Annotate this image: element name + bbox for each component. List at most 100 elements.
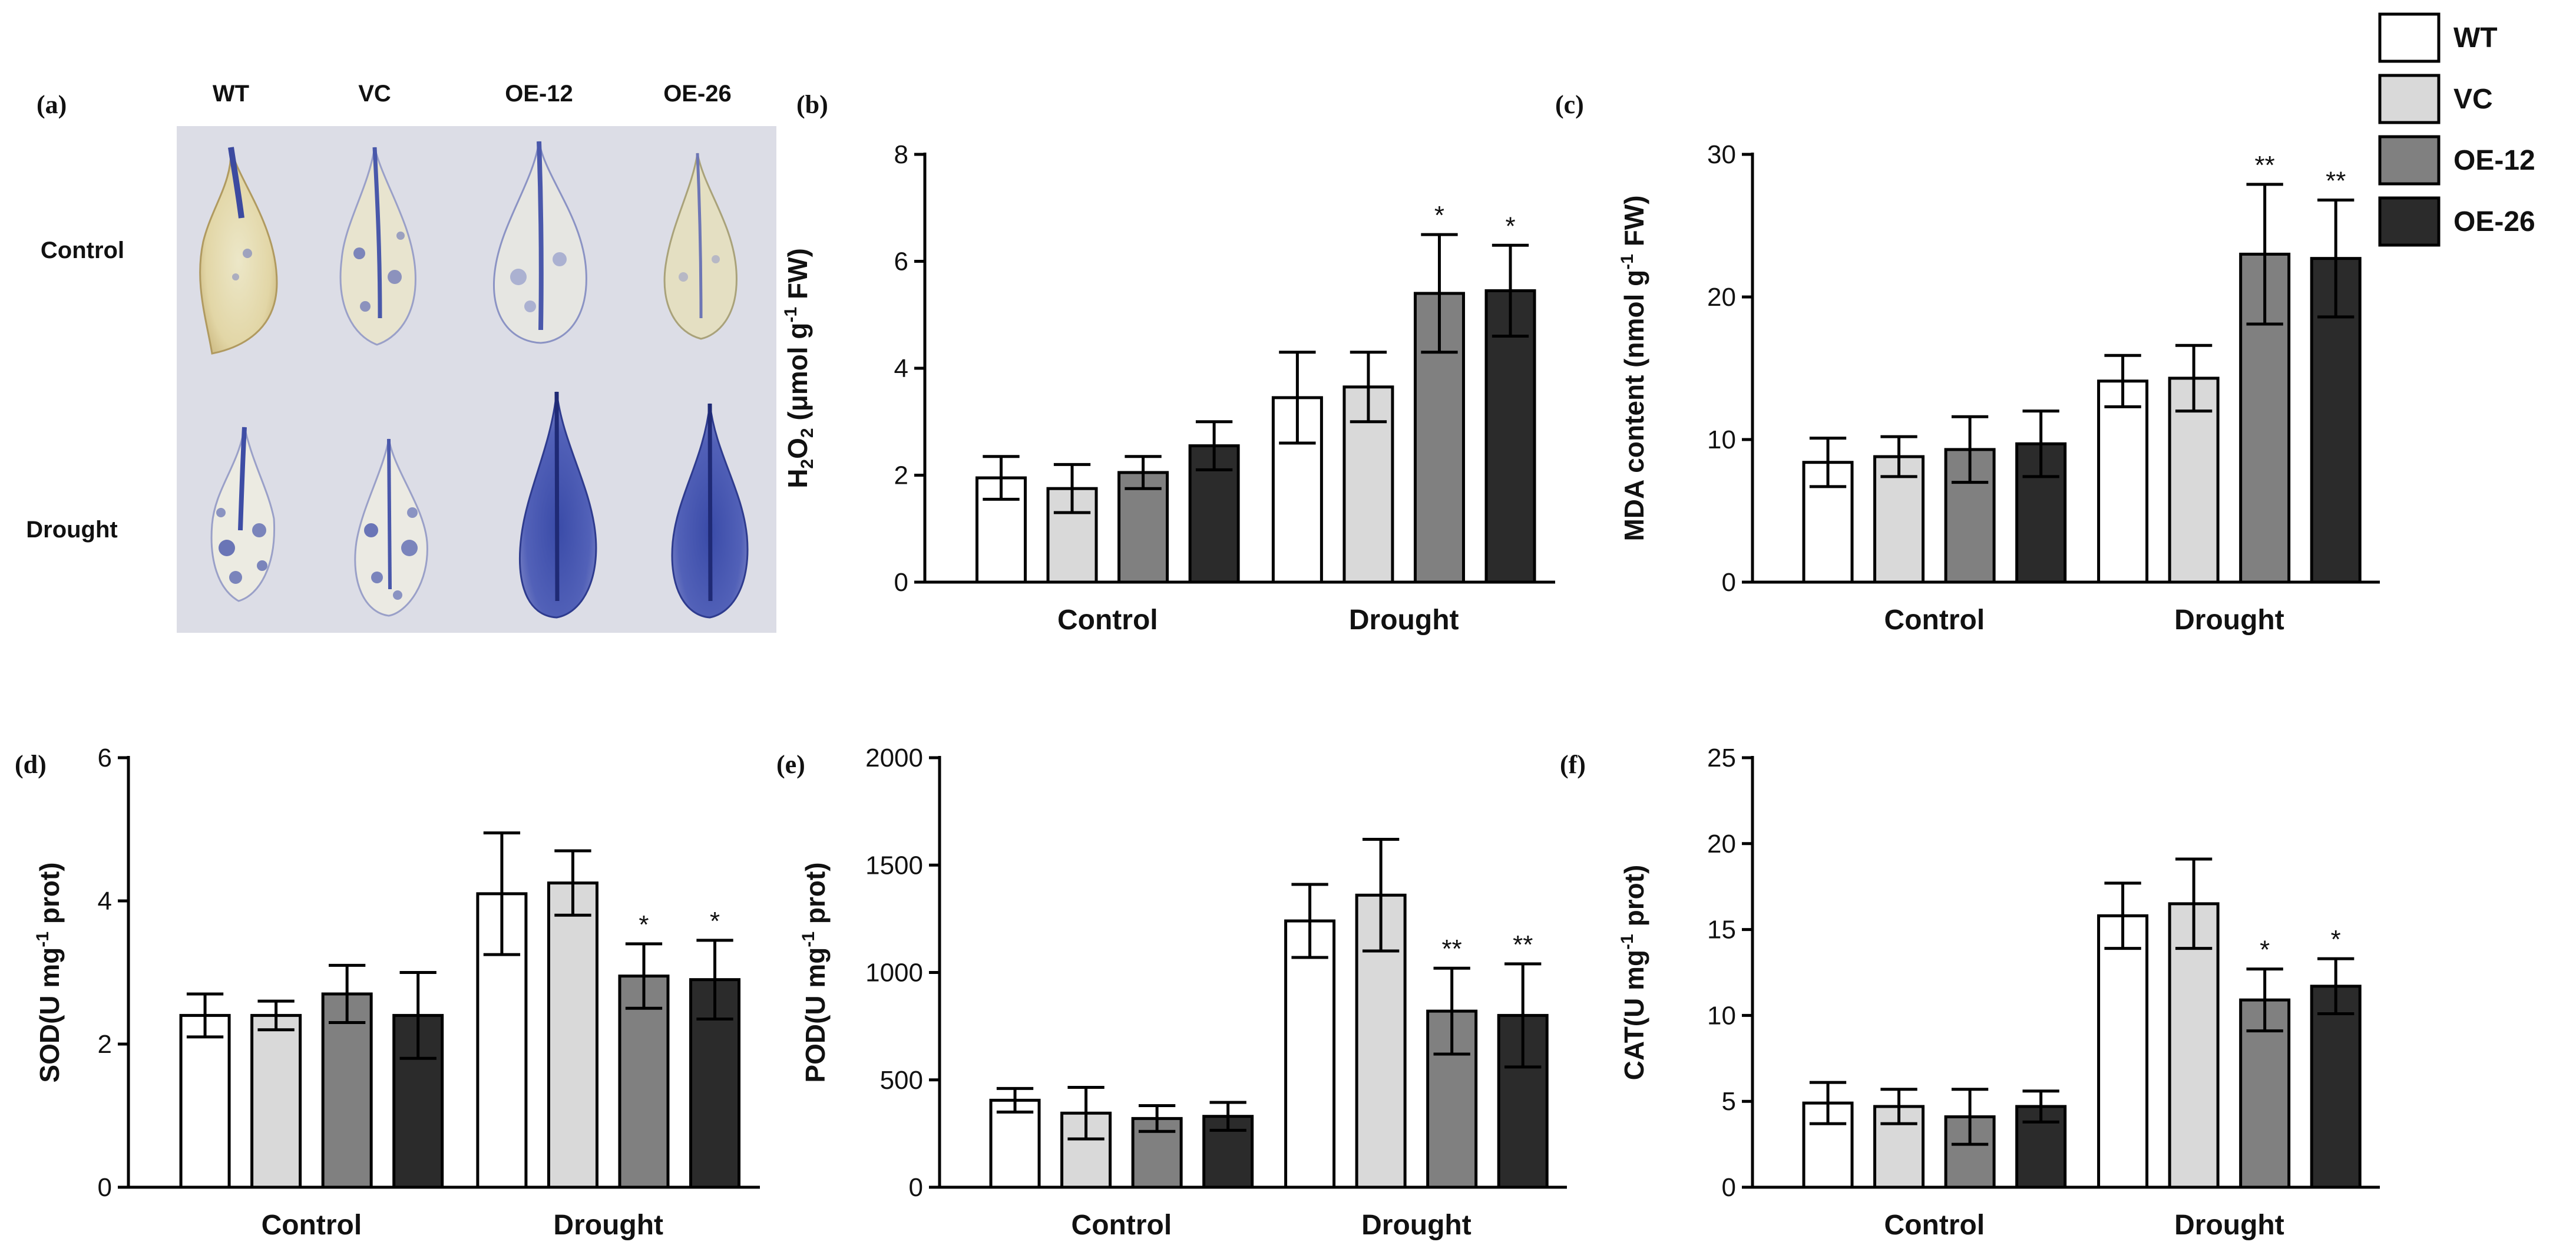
chart-pod-bar-drought-oe12-significance: ** — [1442, 934, 1462, 963]
chart-h2o2-ytick-label: 0 — [894, 568, 908, 597]
leaf-drought-oe12 — [519, 391, 597, 619]
chart-pod-y-label: POD(U mg-1 prot) — [799, 862, 831, 1082]
condition-label-drought: Drought — [26, 517, 118, 543]
chart-sod-y-label: SOD(U mg-1 prot) — [33, 862, 65, 1082]
chart-sod: (d) 0 2 4 6 SOD(U mg-1 prot) Control * * Drought — [15, 744, 760, 1241]
legend-label-oe26: OE-26 — [2453, 206, 2535, 237]
leaf-drought-wt — [210, 427, 276, 602]
chart-h2o2-category-label-control: Control — [1057, 605, 1158, 636]
chart-sod-bar-drought-oe26-significance: * — [710, 907, 720, 936]
chart-h2o2-bar-control-oe12 — [1117, 471, 1169, 584]
chart-cat-bar-drought-vc — [2168, 902, 2220, 1189]
chart-cat-ytick-label: 10 — [1707, 1001, 1736, 1030]
chart-h2o2-bar-drought-oe26 — [1484, 289, 1536, 584]
leaf-control-oe12 — [493, 141, 587, 344]
chart-cat-y-label: CAT(U mg-1 prot) — [1618, 865, 1649, 1081]
chart-h2o2-bar-drought-oe12-significance: * — [1434, 201, 1444, 230]
genotype-label-oe12: OE-12 — [505, 81, 573, 107]
legend-label-oe12: OE-12 — [2453, 145, 2535, 176]
leaf-drought-oe26 — [671, 403, 749, 619]
chart-cat-ytick-label: 25 — [1707, 744, 1736, 772]
chart-sod-bar-control-oe12 — [321, 992, 373, 1189]
chart-pod-ytick-label: 0 — [909, 1173, 923, 1202]
legend-swatch-oe12 — [2378, 135, 2441, 186]
chart-mda-ytick-label: 10 — [1707, 425, 1736, 454]
chart-h2o2-ytick-label: 8 — [894, 140, 908, 169]
chart-pod-ytick-label: 500 — [880, 1066, 923, 1095]
chart-h2o2-bar-drought-wt — [1271, 396, 1323, 584]
chart-sod-category-label-control: Control — [262, 1210, 362, 1241]
chart-mda-ytick-label: 20 — [1707, 283, 1736, 312]
chart-sod-category-label-drought: Drought — [553, 1210, 663, 1241]
legend-swatch-vc — [2378, 74, 2441, 124]
legend-swatch-oe26 — [2378, 196, 2441, 247]
chart-mda-bar-drought-wt — [2097, 379, 2149, 584]
chart-mda: (c) 0 10 20 30 MDA content (nmol g-1 FW) Contr… — [1555, 90, 2380, 636]
chart-cat-ytick-label: 15 — [1707, 916, 1736, 944]
chart-mda-bar-drought-oe12-significance: ** — [2255, 151, 2275, 180]
chart-cat-category-label-drought: Drought — [2174, 1210, 2284, 1241]
chart-mda-ytick-label: 30 — [1707, 140, 1736, 169]
chart-h2o2-y-label: H2O2 (μmol g-1 FW) — [781, 248, 817, 488]
chart-sod-ytick-label: 6 — [98, 744, 112, 772]
chart-pod-bar-control-wt — [989, 1098, 1041, 1189]
chart-sod-bar-control-vc — [250, 1013, 302, 1189]
chart-mda-category-label-control: Control — [1884, 605, 1985, 636]
condition-label-control: Control — [41, 237, 124, 263]
legend: WT VC OE-12 OE-26 — [2378, 12, 2535, 247]
chart-mda-y-label: MDA content (nmol g-1 FW) — [1618, 195, 1649, 541]
chart-cat: (f) 0 5 10 15 20 25 CAT(U mg-1 prot) Control * * Dr… — [1560, 744, 2380, 1241]
chart-cat-ytick-label: 5 — [1722, 1087, 1736, 1116]
photo-panel: (a) WT VC OE-12 OE-26 Control Drought — [26, 81, 776, 633]
chart-sod-ytick-label: 2 — [98, 1030, 112, 1059]
chart-mda-ytick-label: 0 — [1722, 568, 1736, 597]
leaf-control-vc — [339, 147, 416, 346]
chart-h2o2-ytick-label: 4 — [894, 354, 908, 383]
legend-label-wt: WT — [2453, 22, 2498, 54]
chart-pod-ytick-label: 1000 — [865, 959, 923, 988]
chart-cat-bar-control-oe12 — [1944, 1115, 1996, 1189]
chart-cat-ytick-label: 0 — [1722, 1173, 1736, 1202]
leaf-drought-vc — [354, 438, 428, 617]
chart-h2o2-category-label-drought: Drought — [1349, 605, 1459, 636]
chart-h2o2-ytick-label: 6 — [894, 247, 908, 276]
chart-pod-panel-letter: (e) — [776, 750, 805, 779]
chart-mda-category-label-drought: Drought — [2174, 605, 2284, 636]
chart-sod-ytick-label: 4 — [98, 887, 112, 916]
leaf-control-wt — [199, 147, 278, 355]
chart-sod-bar-control-wt — [179, 1013, 231, 1189]
chart-pod-ytick-label: 1500 — [865, 851, 923, 880]
chart-cat-bar-drought-oe12-significance: * — [2260, 936, 2270, 965]
genotype-label-oe26: OE-26 — [663, 81, 732, 107]
chart-cat-ytick-label: 20 — [1707, 830, 1736, 858]
chart-h2o2-panel-letter: (b) — [796, 90, 828, 119]
chart-pod: (e) 0 500 1000 1500 2000 POD(U mg-1 prot) Contr… — [776, 744, 1567, 1241]
chart-cat-category-label-control: Control — [1884, 1210, 1985, 1241]
legend-swatch-wt — [2378, 12, 2441, 63]
chart-cat-bar-drought-oe26 — [2310, 985, 2362, 1189]
chart-mda-bar-drought-oe26-significance: ** — [2326, 166, 2346, 195]
chart-sod-bar-drought-oe12-significance: * — [639, 910, 649, 939]
chart-h2o2-bar-drought-oe26-significance: * — [1505, 212, 1515, 240]
chart-h2o2: (b) 0 2 4 6 8 H2O2 (μmol g-1 FW) Control * * Droug… — [781, 90, 1555, 636]
chart-cat-panel-letter: (f) — [1560, 750, 1586, 779]
chart-sod-bar-drought-vc — [547, 881, 598, 1189]
chart-sod-bar-drought-oe12 — [618, 975, 670, 1189]
chart-sod-bar-drought-oe26 — [689, 978, 741, 1189]
genotype-label-vc: VC — [358, 81, 391, 107]
chart-h2o2-bar-control-wt — [975, 476, 1027, 584]
leaf-control-oe26 — [663, 153, 738, 340]
chart-h2o2-ytick-label: 2 — [894, 461, 908, 490]
chart-pod-category-label-drought: Drought — [1361, 1210, 1471, 1241]
chart-mda-panel-letter: (c) — [1555, 90, 1584, 119]
chart-cat-bar-drought-oe26-significance: * — [2331, 925, 2341, 954]
genotype-label-wt: WT — [213, 81, 249, 107]
legend-label-vc: VC — [2453, 84, 2493, 115]
chart-sod-panel-letter: (d) — [15, 750, 47, 779]
chart-pod-ytick-label: 2000 — [865, 744, 923, 772]
chart-sod-ytick-label: 0 — [98, 1173, 112, 1202]
chart-pod-bar-drought-wt — [1284, 919, 1336, 1189]
panel-letter-a: (a) — [37, 90, 67, 119]
chart-pod-category-label-control: Control — [1072, 1210, 1172, 1241]
